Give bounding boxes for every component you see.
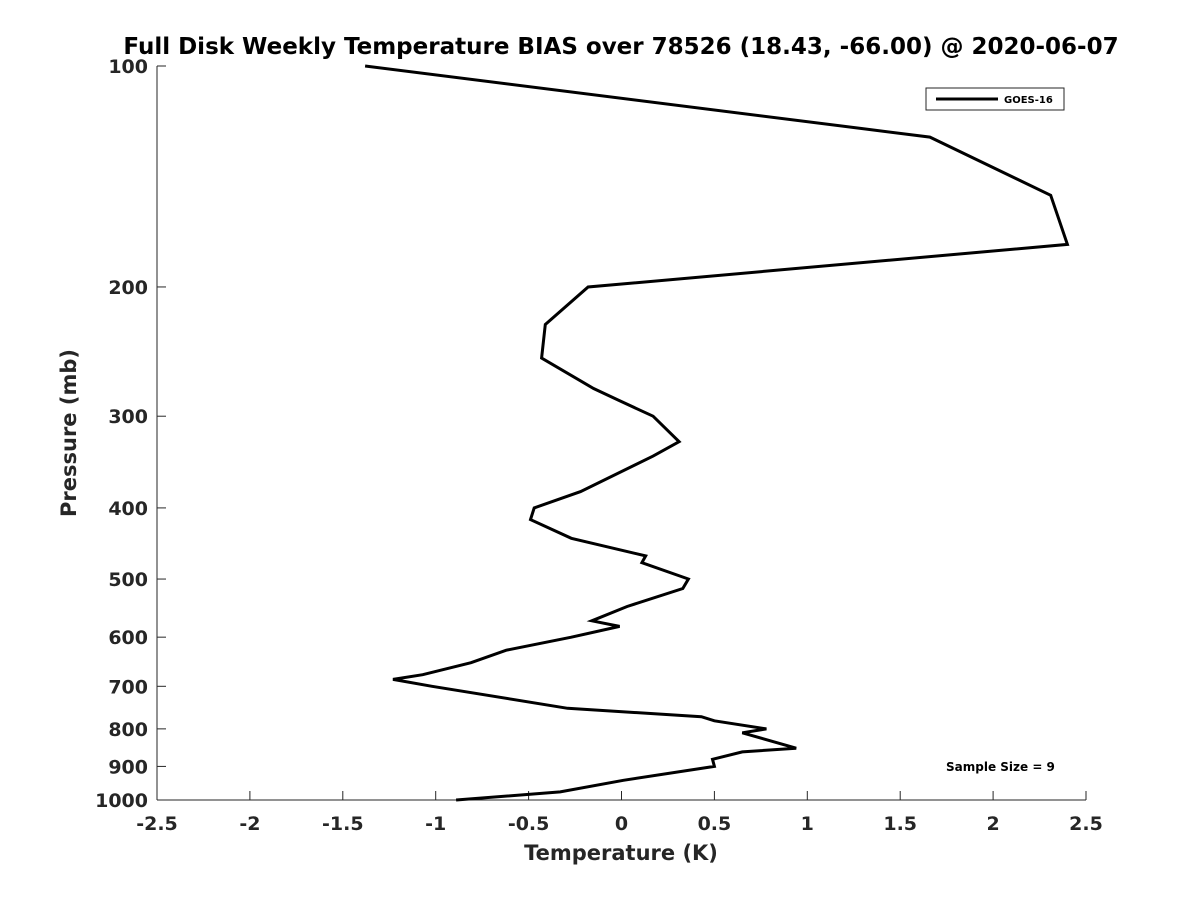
x-axis-label: Temperature (K)	[524, 841, 718, 865]
series-layer	[364, 64, 1070, 802]
x-tick-label: -1	[425, 813, 446, 835]
y-tick-label: 400	[108, 498, 148, 520]
series-line-goes-16	[364, 64, 1070, 802]
y-tick-label: 300	[108, 406, 148, 428]
y-tick-label: 200	[108, 277, 148, 299]
x-tick-label: -2.5	[136, 813, 178, 835]
x-tick-label: 2	[986, 813, 999, 835]
y-tick-label: 800	[108, 719, 148, 741]
sample-size-annotation: Sample Size = 9	[946, 760, 1055, 774]
legend: GOES-16	[925, 87, 1065, 111]
y-tick-label: 100	[108, 56, 148, 78]
x-tick-label: -2	[239, 813, 260, 835]
y-tick-label: 500	[108, 569, 148, 591]
axes	[156, 66, 1086, 801]
x-tick-label: 1.5	[883, 813, 917, 835]
x-tick-label: 0	[615, 813, 628, 835]
x-tick-label: 2.5	[1069, 813, 1103, 835]
x-tick-label: -1.5	[322, 813, 364, 835]
y-axis-label: Pressure (mb)	[57, 349, 81, 517]
x-ticks: -2.5 -2 -1.5 -1 -0.5 0 0.5 1 1.5 2 2.5	[136, 791, 1103, 835]
chart-title: Full Disk Weekly Temperature BIAS over 7…	[123, 34, 1118, 60]
y-tick-label: 900	[108, 756, 148, 778]
x-tick-label: -0.5	[508, 813, 550, 835]
y-tick-label: 1000	[95, 790, 148, 812]
x-tick-label: 1	[801, 813, 814, 835]
y-ticks: 100 200 300 400 500 600 700 800 900 1000	[95, 56, 166, 812]
legend-label-goes-16: GOES-16	[1004, 95, 1053, 106]
x-tick-label: 0.5	[698, 813, 732, 835]
y-tick-label: 700	[108, 676, 148, 698]
y-tick-label: 600	[108, 627, 148, 649]
